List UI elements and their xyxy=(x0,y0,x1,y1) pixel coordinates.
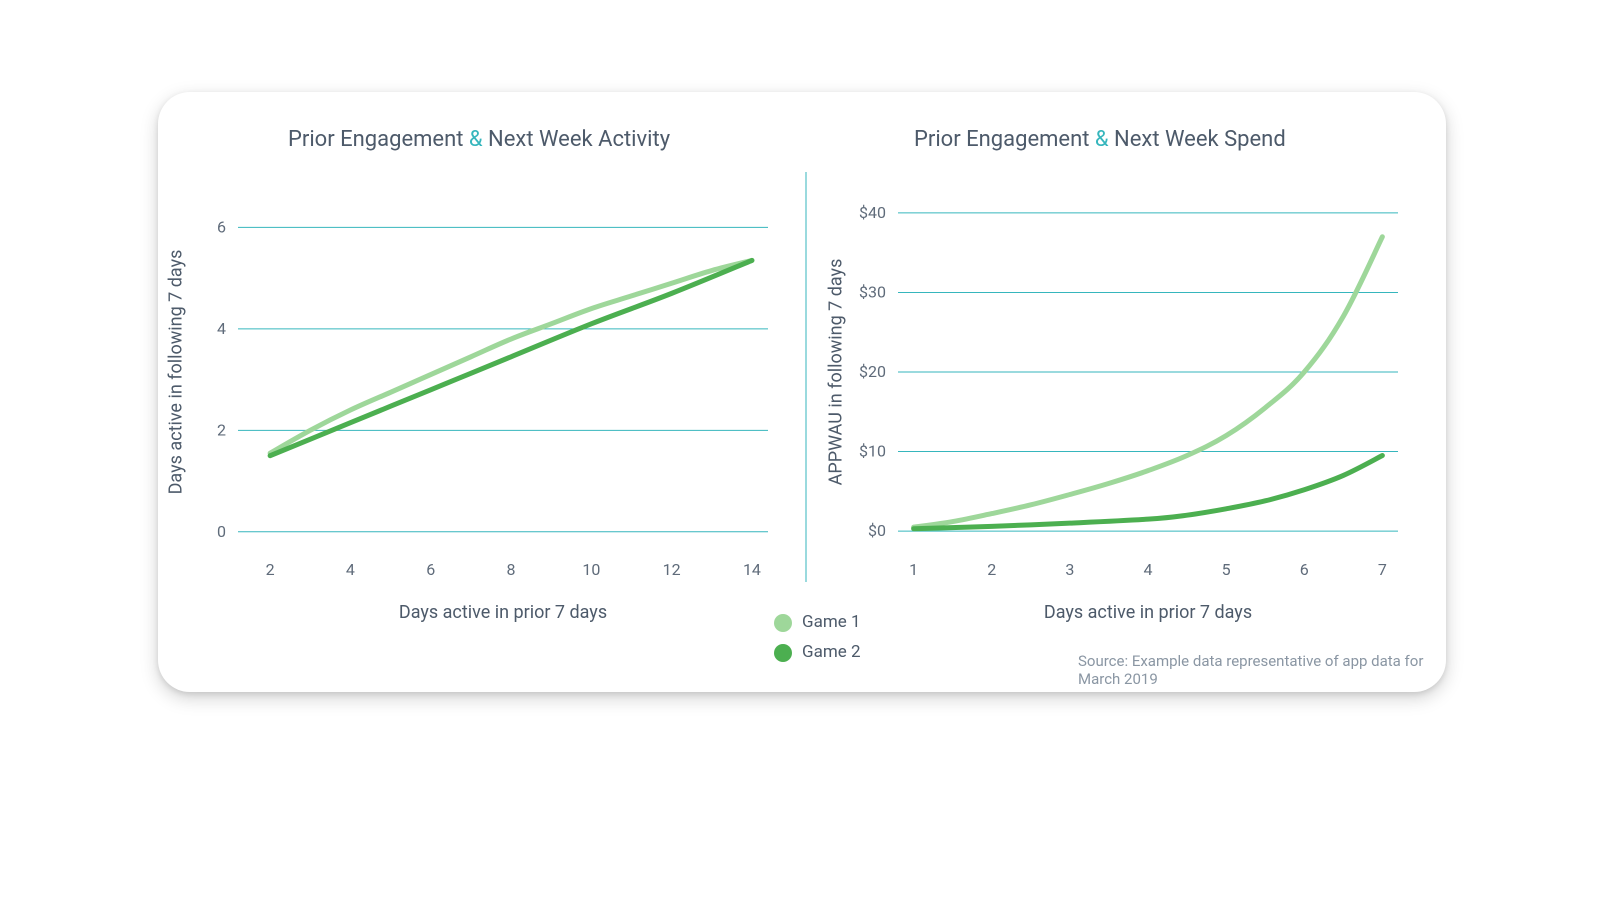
source-text: Source: Example data representative of a… xyxy=(1078,652,1446,688)
legend-label: Game 1 xyxy=(802,612,861,632)
legend-item: Game 1 xyxy=(774,612,861,632)
divider-svg xyxy=(158,92,1446,692)
chart-card: Prior Engagement & Next Week Activity024… xyxy=(158,92,1446,692)
legend-label: Game 2 xyxy=(802,642,861,662)
legend-item: Game 2 xyxy=(774,642,861,662)
legend-dot-icon xyxy=(774,614,792,632)
legend-dot-icon xyxy=(774,644,792,662)
